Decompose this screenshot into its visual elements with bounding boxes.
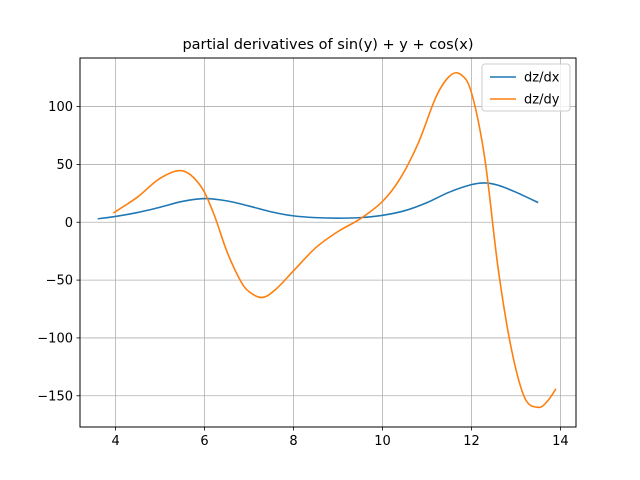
series-lines — [97, 71, 557, 409]
x-tick-label: 4 — [111, 434, 119, 449]
series-line-dz-dy — [112, 71, 557, 409]
legend-label: dz/dx — [524, 71, 560, 86]
legend-label: dz/dy — [524, 93, 560, 108]
y-tick-label: 0 — [65, 216, 73, 231]
x-tick-label: 12 — [463, 434, 480, 449]
x-tick-label: 10 — [374, 434, 391, 449]
y-tick-label: 50 — [56, 158, 73, 173]
axis-ticks: 4 6 8 10 12 14 −150 −100 −50 0 50 100 — [37, 100, 568, 449]
chart-title: partial derivatives of sin(y) + y + cos(… — [182, 37, 473, 53]
x-tick-label: 6 — [200, 434, 208, 449]
x-tick-label: 14 — [552, 434, 569, 449]
y-tick-label: −50 — [46, 274, 73, 289]
x-tick-label: 8 — [289, 434, 297, 449]
y-tick-label: −100 — [37, 331, 73, 346]
y-tick-label: −150 — [37, 389, 73, 404]
series-line-dz-dx — [97, 182, 539, 220]
plot-area-frame — [79, 57, 577, 428]
legend: dz/dx dz/dy — [481, 63, 571, 112]
y-tick-label: 100 — [48, 100, 73, 115]
